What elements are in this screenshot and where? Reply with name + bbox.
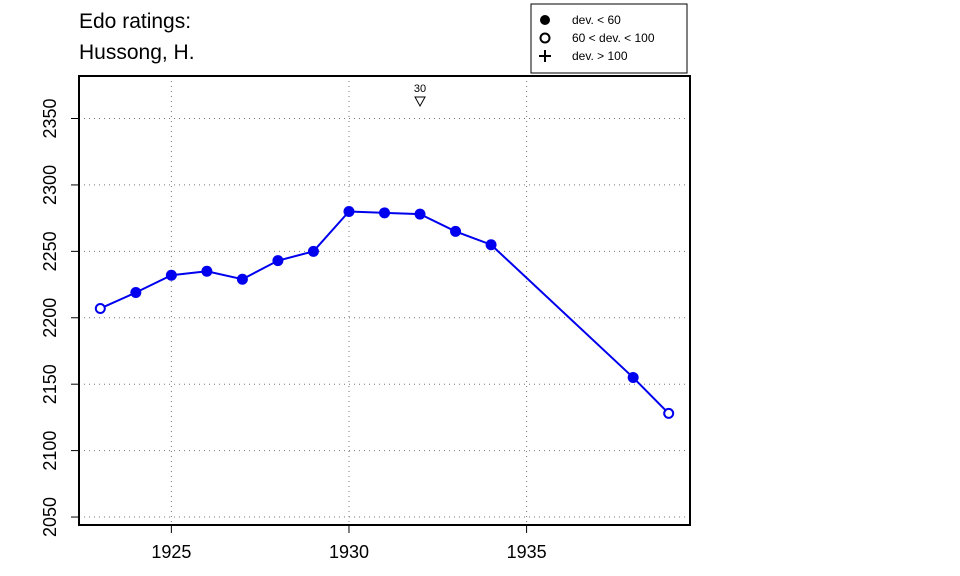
y-tick-label-0: 2050 — [40, 497, 60, 537]
legend: dev. < 60 60 < dev. < 100 dev. > 100 — [530, 3, 688, 74]
data-point-12 — [627, 372, 639, 384]
annotation-label-0: 30 — [414, 83, 426, 95]
legend-label-1: 60 < dev. < 100 — [572, 31, 655, 45]
chart-title-line-1: Edo ratings: — [79, 10, 192, 33]
legend-box — [530, 3, 688, 74]
data-point-0 — [94, 302, 106, 314]
x-tick-label-1: 1930 — [329, 542, 369, 562]
data-point-7 — [343, 205, 355, 217]
data-point-8 — [379, 207, 390, 219]
data-point-3 — [201, 265, 213, 277]
chart-title-line-2: Hussong, H. — [79, 41, 195, 64]
y-axis: 2050 2100 2150 2200 2250 2300 2350 — [40, 98, 79, 537]
annotations: 30 — [414, 83, 426, 108]
data-point-9 — [414, 208, 426, 220]
data-point-13 — [663, 407, 675, 419]
data-point-11 — [485, 239, 497, 251]
y-tick-label-2: 2150 — [40, 364, 60, 404]
legend-marker-open — [539, 32, 551, 44]
y-tick-label-6: 2350 — [40, 98, 60, 138]
legend-label-2: dev. > 100 — [572, 49, 628, 63]
plot-frame — [78, 75, 691, 526]
data-point-1 — [130, 287, 142, 299]
grid-lines — [79, 76, 690, 525]
y-tick-label-3: 2200 — [40, 298, 60, 338]
series-line-0 — [99, 210, 670, 415]
data-point-5 — [272, 255, 284, 267]
legend-marker-filled — [540, 15, 550, 25]
y-tick-label-5: 2300 — [40, 165, 60, 205]
legend-label-0: dev. < 60 — [572, 13, 621, 27]
x-tick-label-2: 1935 — [507, 542, 547, 562]
y-tick-label-4: 2250 — [40, 231, 60, 271]
x-axis: 1925 1930 1935 — [151, 525, 547, 562]
data-point-10 — [450, 225, 462, 237]
data-point-4 — [236, 273, 248, 285]
data-point-6 — [307, 245, 319, 257]
data-point-2 — [165, 269, 177, 281]
annotation-triangle-0 — [414, 96, 426, 108]
rating-series — [94, 205, 675, 419]
x-tick-label-0: 1925 — [151, 542, 191, 562]
y-tick-label-1: 2100 — [40, 431, 60, 471]
